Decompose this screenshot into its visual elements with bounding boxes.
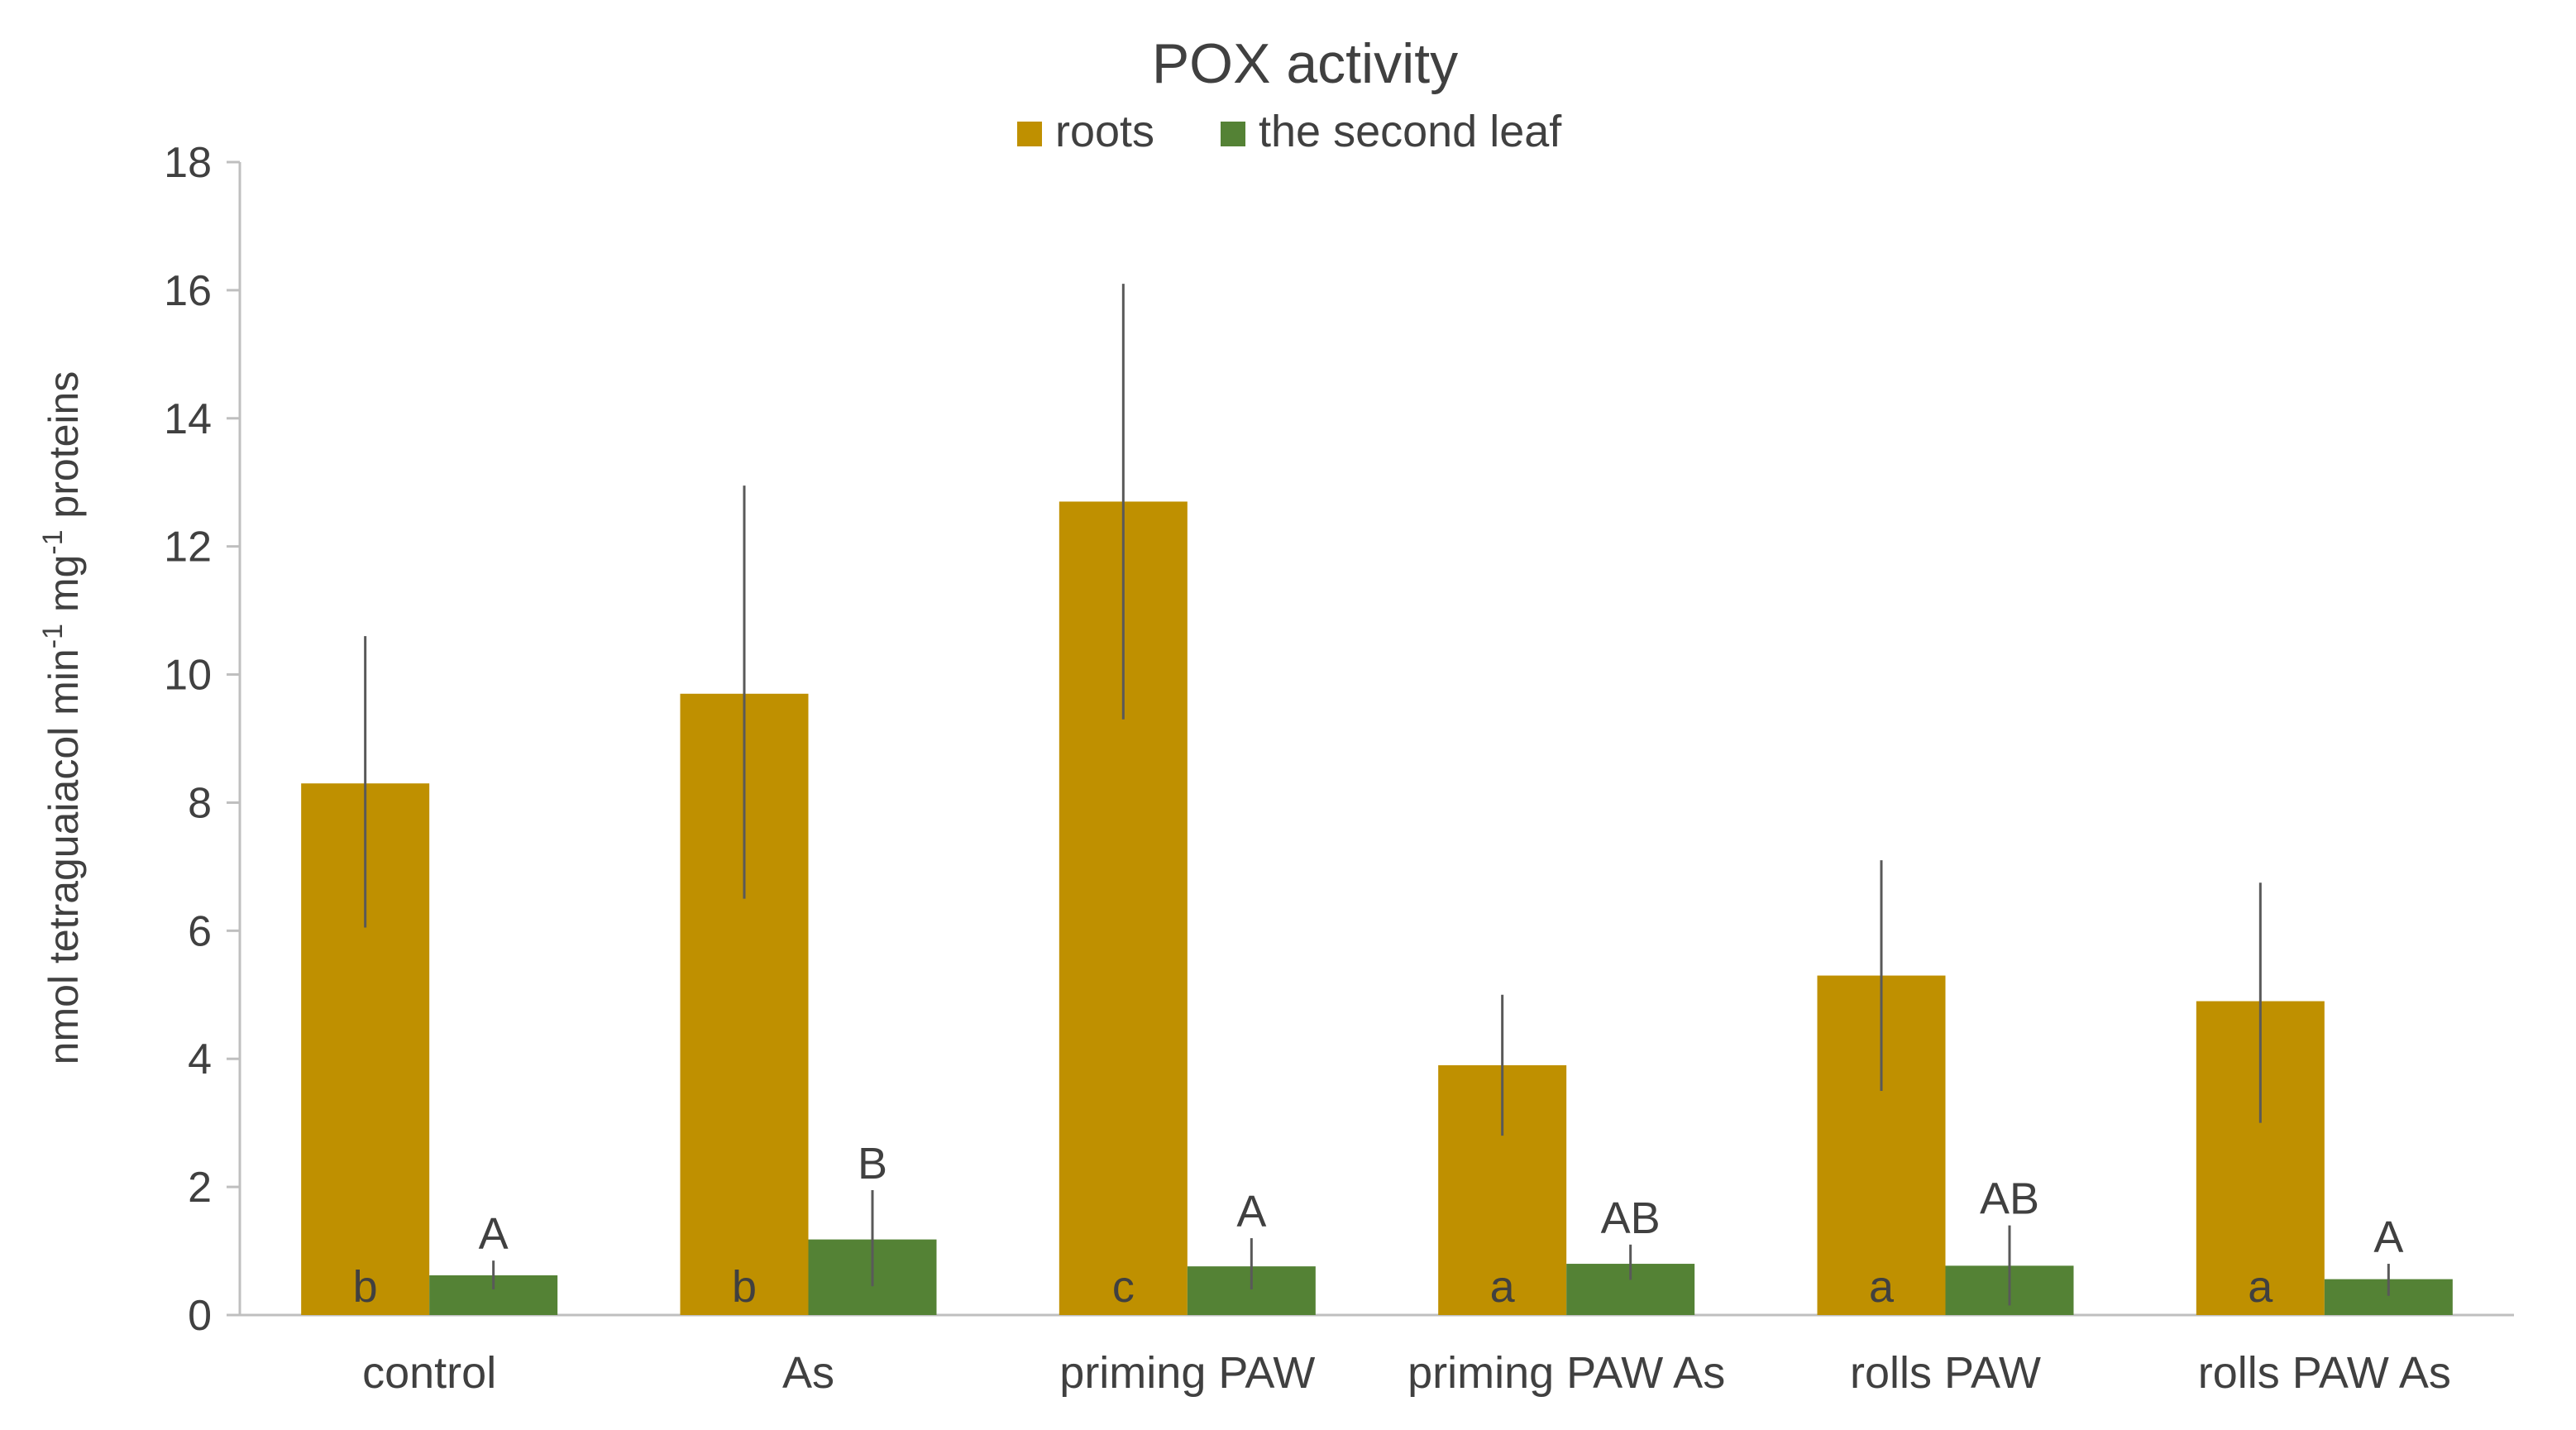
legend-swatch-the-second-leaf [1221,122,1245,146]
y-axis-label-superscript-1: -1 [37,624,69,648]
y-axis-label: nmol tetraguaiacol min-1 mg-1 proteins [37,371,87,1065]
y-axis-label-part-3: proteins [41,371,87,530]
significance-label: c [1112,1262,1135,1312]
significance-label: b [732,1262,757,1312]
x-tick-label: priming PAW [1059,1348,1315,1398]
y-tick-label: 18 [164,139,212,187]
x-tick-label: rolls PAW [1850,1348,2041,1398]
y-tick-label: 6 [188,907,212,955]
significance-label: AB [1980,1174,2039,1224]
y-tick-label: 14 [164,395,212,443]
x-tick-label: priming PAW As [1407,1348,1725,1398]
y-tick-label: 0 [188,1292,212,1340]
x-tick-label: rolls PAW As [2198,1348,2451,1398]
significance-label: a [2248,1262,2273,1312]
chart-title: POX activity [1152,32,1458,95]
significance-label: a [1869,1262,1895,1312]
y-tick-label: 8 [188,779,212,827]
significance-label: B [858,1139,887,1188]
y-axis-label-part-2: mg [41,555,87,624]
y-axis-label-part-1: nmol tetraguaiacol min [41,648,87,1064]
significance-label: AB [1601,1193,1661,1243]
legend-swatch-roots [1017,122,1042,146]
significance-label: A [479,1209,509,1259]
legend-label-roots: roots [1055,107,1154,156]
significance-label: b [353,1262,378,1312]
y-axis-label-superscript-2: -1 [37,529,69,554]
significance-label: A [2373,1212,2403,1262]
x-tick-label: As [782,1348,834,1398]
significance-label: a [1490,1262,1516,1312]
y-tick-label: 16 [164,267,212,315]
y-tick-label: 4 [188,1035,212,1083]
legend-label-the-second-leaf: the second leaf [1259,107,1562,156]
y-tick-label: 12 [164,524,212,572]
significance-label: A [1236,1187,1266,1236]
y-tick-label: 2 [188,1164,212,1212]
x-tick-label: control [362,1348,496,1398]
y-tick-label: 10 [164,652,212,700]
legend: roots the second leaf [1017,107,1562,156]
